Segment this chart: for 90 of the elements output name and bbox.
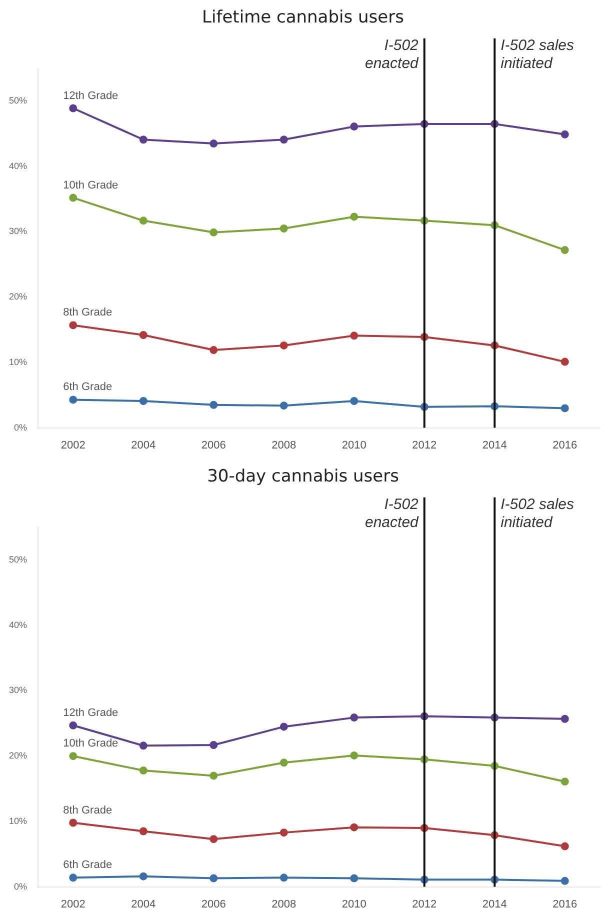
ref-line-label: I-502 sales initiated bbox=[500, 37, 574, 72]
y-tick-label: 50% bbox=[9, 554, 28, 565]
x-tick-label: 2004 bbox=[131, 898, 156, 910]
x-tick-label: 2004 bbox=[131, 439, 156, 452]
point bbox=[280, 136, 288, 144]
x-tick-label: 2006 bbox=[201, 439, 226, 452]
point bbox=[69, 752, 78, 760]
point bbox=[350, 212, 358, 221]
point bbox=[350, 332, 358, 340]
point bbox=[210, 140, 218, 148]
ref-line-label: I-502 enacted bbox=[365, 496, 420, 532]
point bbox=[350, 122, 358, 131]
series-label: 8th Grade bbox=[63, 804, 112, 816]
series-label: 6th Grade bbox=[63, 859, 112, 872]
point bbox=[560, 876, 569, 885]
x-tick-label: 2012 bbox=[412, 439, 437, 452]
point bbox=[560, 842, 569, 850]
point bbox=[280, 722, 288, 731]
point bbox=[350, 823, 358, 832]
x-tick-label: 2002 bbox=[60, 898, 86, 910]
point bbox=[350, 397, 358, 406]
point bbox=[139, 872, 148, 880]
series-label: 8th Grade bbox=[63, 306, 112, 319]
y-tick-label: 20% bbox=[9, 750, 28, 761]
y-tick-label: 10% bbox=[9, 356, 28, 367]
x-tick-label: 2016 bbox=[552, 898, 578, 910]
series-label: 12th Grade bbox=[63, 706, 118, 719]
point bbox=[350, 874, 358, 882]
point bbox=[69, 321, 78, 330]
point bbox=[350, 751, 358, 760]
series-label: 6th Grade bbox=[63, 381, 112, 394]
point bbox=[350, 714, 358, 722]
point bbox=[69, 818, 78, 827]
point bbox=[560, 358, 569, 366]
x-tick-label: 2012 bbox=[412, 898, 437, 910]
point bbox=[210, 228, 218, 236]
point bbox=[139, 742, 148, 750]
point bbox=[210, 835, 218, 844]
y-tick-label: 0% bbox=[14, 881, 28, 892]
x-tick-label: 2010 bbox=[342, 898, 366, 910]
point bbox=[210, 874, 218, 882]
point bbox=[560, 404, 569, 412]
point bbox=[69, 104, 78, 112]
point bbox=[139, 136, 148, 144]
series-label: 10th Grade bbox=[63, 738, 118, 750]
point bbox=[280, 874, 288, 882]
point bbox=[280, 758, 288, 767]
y-tick-label: 0% bbox=[14, 422, 28, 432]
y-tick-label: 30% bbox=[9, 226, 28, 236]
chart-title: 30-day cannabis users bbox=[207, 466, 400, 487]
y-tick-label: 30% bbox=[9, 685, 28, 696]
point bbox=[280, 341, 288, 350]
chart-title: Lifetime cannabis users bbox=[202, 8, 404, 28]
y-tick-label: 10% bbox=[9, 816, 28, 826]
x-tick-label: 2008 bbox=[272, 898, 296, 910]
point bbox=[560, 714, 569, 723]
point bbox=[139, 216, 148, 225]
series-label: 10th Grade bbox=[63, 179, 118, 192]
y-tick-label: 20% bbox=[9, 292, 28, 302]
point bbox=[560, 246, 569, 254]
y-tick-label: 40% bbox=[9, 160, 28, 171]
y-tick-label: 50% bbox=[9, 96, 28, 106]
x-tick-label: 2014 bbox=[482, 439, 507, 452]
point bbox=[210, 772, 218, 780]
ref-line-label: I-502 sales initiated bbox=[500, 496, 574, 532]
point bbox=[280, 224, 288, 232]
point bbox=[280, 402, 288, 410]
point bbox=[69, 396, 78, 404]
point bbox=[210, 400, 218, 409]
point bbox=[280, 828, 288, 837]
point bbox=[69, 721, 78, 730]
point bbox=[560, 130, 569, 138]
point bbox=[69, 874, 78, 882]
ref-line-label: I-502 enacted bbox=[365, 37, 420, 72]
y-tick-label: 40% bbox=[9, 620, 28, 630]
point bbox=[210, 346, 218, 354]
x-tick-label: 2002 bbox=[60, 439, 86, 452]
point bbox=[139, 827, 148, 836]
x-tick-label: 2008 bbox=[272, 439, 296, 452]
x-tick-label: 2010 bbox=[342, 439, 366, 452]
point bbox=[210, 741, 218, 749]
series-label: 12th Grade bbox=[63, 90, 118, 102]
point bbox=[139, 331, 148, 340]
x-tick-label: 2014 bbox=[482, 898, 507, 910]
point bbox=[139, 397, 148, 406]
point bbox=[560, 778, 569, 786]
x-tick-label: 2006 bbox=[201, 898, 226, 910]
point bbox=[69, 194, 78, 202]
x-tick-label: 2016 bbox=[552, 439, 578, 452]
point bbox=[139, 766, 148, 774]
